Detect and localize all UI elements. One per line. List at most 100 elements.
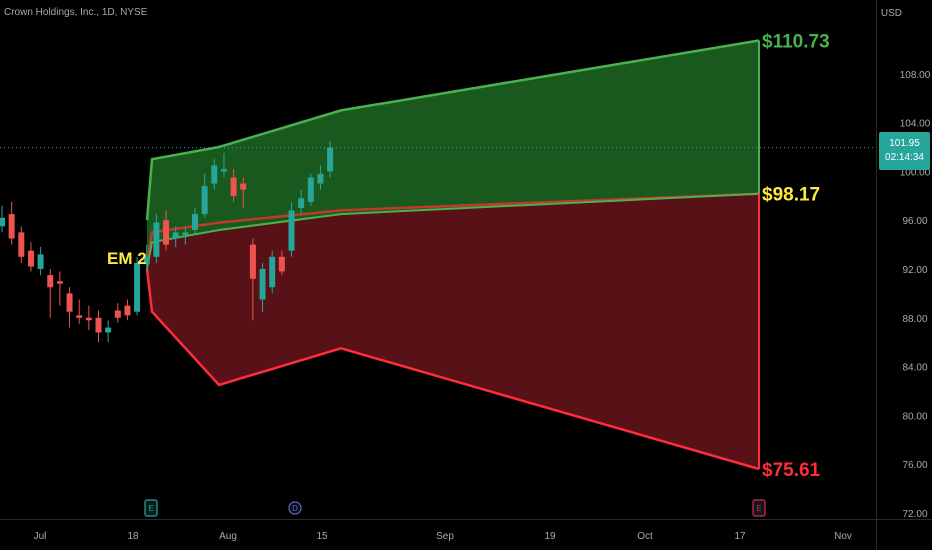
candle [95, 310, 102, 343]
candle [259, 262, 266, 312]
candle [66, 287, 73, 328]
price-tick-label: 76.00 [902, 460, 927, 471]
overlay-labels: $110.73 $98.17 $75.61 EM 2 [107, 31, 830, 480]
mid-band-green-line [146, 192, 760, 270]
event-marker-label: E [756, 504, 761, 513]
candle [230, 168, 237, 202]
earnings-marker-icon [752, 499, 766, 517]
candle-body [163, 220, 170, 245]
last-price: 101.95 [889, 138, 920, 149]
candle [47, 269, 54, 318]
bar-countdown: 02:14:34 [885, 152, 924, 163]
candle-body [192, 214, 198, 230]
candle-body [172, 232, 179, 239]
time-tick-label: 18 [127, 531, 139, 542]
candle [317, 165, 324, 190]
event-marker-label: D [292, 504, 298, 513]
candle [76, 299, 83, 324]
candle [307, 173, 314, 206]
candle [134, 256, 141, 316]
candle-body [66, 293, 73, 312]
candle [182, 227, 189, 245]
candle [298, 189, 305, 215]
candle-body [269, 256, 276, 288]
candle [85, 305, 92, 330]
time-tick-label: 17 [734, 531, 746, 542]
candle-body [230, 177, 237, 196]
candle-body [182, 232, 189, 235]
price-tick-label: 108.00 [900, 70, 931, 81]
price-level-label: $110.73 [762, 31, 830, 52]
candle-body [249, 244, 256, 279]
mid-band-orange-line [145, 192, 760, 264]
candle-body [134, 262, 141, 312]
candle-body [27, 250, 34, 267]
last-price-tag: 101.95 02:14:34 [879, 132, 930, 170]
time-tick-label: Aug [219, 531, 237, 542]
candle [0, 205, 5, 233]
candle [288, 201, 295, 257]
time-tick-label: Nov [834, 531, 852, 542]
upper-band-fill [147, 40, 759, 269]
candle-body [298, 198, 305, 208]
expected-move-bands [145, 39, 760, 471]
earnings-marker-icon [144, 499, 158, 517]
candle [153, 214, 160, 263]
upper-band-line [145, 39, 760, 221]
event-marker-label: E [148, 504, 153, 513]
candle [172, 226, 179, 248]
candle [201, 173, 208, 218]
candle-body [95, 317, 102, 333]
price-tick-label: 104.00 [900, 119, 931, 130]
candle-body [8, 214, 15, 239]
price-level-label: $98.17 [762, 185, 820, 206]
price-axis-divider [876, 0, 877, 550]
candle-body [327, 147, 334, 172]
candle-body [76, 315, 83, 318]
candle-body [220, 168, 227, 172]
candle-body [114, 310, 121, 318]
candle-body [317, 173, 324, 184]
candle-body [85, 317, 92, 321]
candle [240, 177, 247, 208]
candle-body [0, 217, 5, 227]
candle [18, 226, 25, 263]
time-tick-label: Oct [637, 531, 653, 542]
candle-body [201, 186, 208, 215]
candle [114, 303, 121, 323]
candle [105, 320, 112, 343]
time-axis-divider [0, 519, 932, 520]
price-tick-label: 72.00 [902, 509, 927, 520]
candle [27, 242, 34, 272]
price-tick-label: 100.00 [900, 167, 931, 178]
event-marker[interactable]: D [288, 501, 302, 515]
lower-band-fill [147, 193, 759, 469]
event-marker[interactable]: E [752, 499, 766, 517]
price-tick-label: 80.00 [902, 411, 927, 422]
price-tick-label: 96.00 [902, 216, 927, 227]
candle [192, 208, 198, 235]
candle-body [56, 281, 63, 284]
time-tick-label: Jul [34, 531, 47, 542]
lower-band-line [145, 268, 760, 471]
time-axis: Jul 18 Aug 15 Sep 19 Oct 17 Nov [34, 531, 852, 542]
candle-body [211, 165, 218, 184]
candle-body [288, 210, 295, 251]
candle-body [18, 232, 25, 257]
candle [37, 247, 44, 276]
currency-label[interactable]: USD [880, 8, 902, 19]
price-tick-label: 88.00 [902, 314, 927, 325]
candle-body [307, 177, 314, 202]
candle [220, 153, 227, 178]
candle-body [278, 256, 285, 272]
candle [163, 210, 170, 251]
candle [56, 271, 63, 306]
time-tick-label: Sep [436, 531, 454, 542]
candle [249, 238, 256, 321]
candle-body [105, 327, 112, 333]
candle [124, 299, 131, 321]
event-marker[interactable]: E [144, 499, 158, 517]
price-tick-label: 84.00 [902, 363, 927, 374]
